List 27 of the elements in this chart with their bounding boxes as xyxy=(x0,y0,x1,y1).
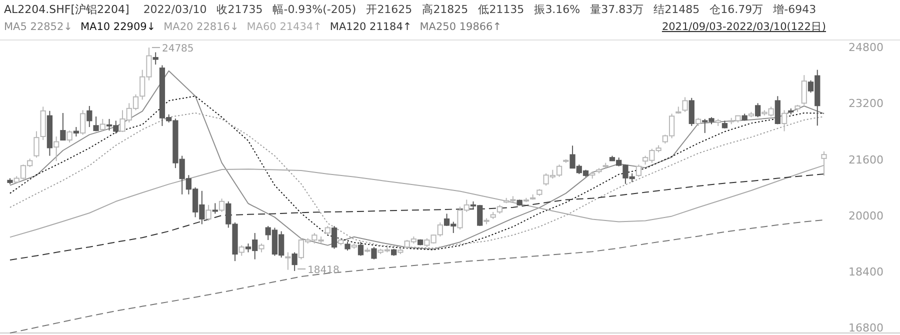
text: 高21825 xyxy=(422,3,468,16)
text: 2021/09/03-2022/03/10(122日) xyxy=(662,21,826,33)
annotation: 18418 xyxy=(308,264,340,276)
text: MA120 21184↑ xyxy=(330,21,412,33)
text: 收21735 xyxy=(216,3,263,16)
y-tick-label: 18400 xyxy=(848,266,884,279)
y-tick-label: 21600 xyxy=(848,153,884,166)
text: MA60 21434↑ xyxy=(246,21,322,33)
text: 增-6943 xyxy=(772,3,816,16)
text: MA20 22816↓ xyxy=(164,21,239,33)
y-tick-label: 23200 xyxy=(848,97,884,110)
text: MA10 22909↓ xyxy=(80,21,156,33)
y-tick-label: 16800 xyxy=(848,322,884,335)
annotation: 24785 xyxy=(162,44,194,55)
y-tick-label: 20000 xyxy=(848,209,884,222)
text: 量37.83万 xyxy=(590,3,644,16)
text: 振3.16% xyxy=(534,3,580,16)
text: MA250 19866↑ xyxy=(420,21,502,33)
y-tick-label: 24800 xyxy=(848,41,884,54)
text: MA5 22852↓ xyxy=(4,21,72,33)
text: 结21485 xyxy=(654,3,700,16)
chart-title: AL2204.SHF[沪铝2204] xyxy=(4,3,130,16)
text: 低21135 xyxy=(478,3,524,16)
text: 开21625 xyxy=(366,3,412,16)
text: 2022/03/10 xyxy=(143,3,207,16)
text: 幅-0.93%(-205) xyxy=(272,3,356,16)
text: 仓16.79万 xyxy=(710,3,764,16)
